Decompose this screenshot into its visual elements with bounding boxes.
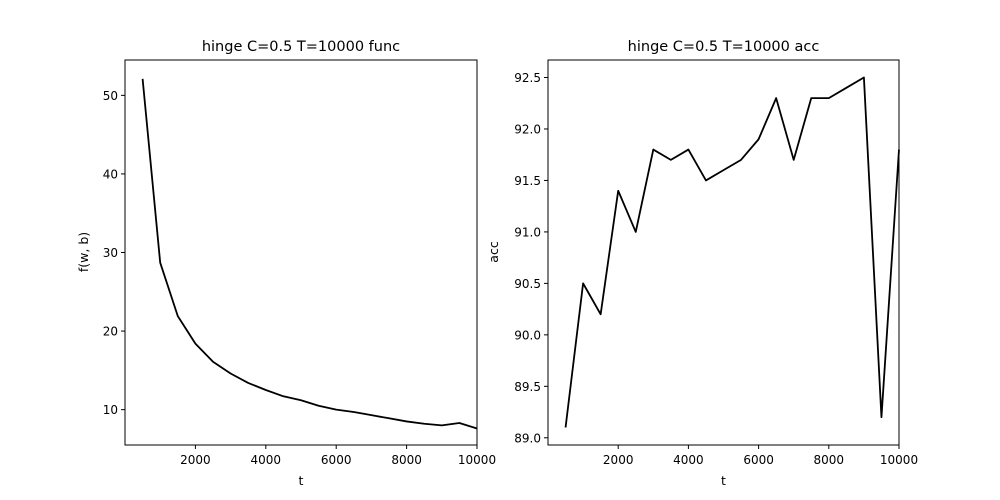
y-axis-label: acc: [486, 241, 501, 263]
y-tick-label: 40: [103, 167, 118, 181]
y-axis-label: f(w, b): [76, 232, 91, 272]
y-tick-label: 10: [103, 403, 118, 417]
x-tick-label: 2000: [180, 453, 211, 467]
x-tick-label: 10000: [880, 453, 918, 467]
y-tick-label: 20: [103, 325, 118, 339]
series-line: [141, 78, 478, 430]
y-tick-label: 89.5: [514, 380, 541, 394]
plot-frame: [124, 59, 478, 446]
accuracy-chart: hinge C=0.5 T=10000 acc t acc 2000 4000 60…: [486, 39, 918, 488]
y-tick-label: 90.0: [514, 328, 541, 342]
y-tick-label: 91.0: [514, 225, 541, 239]
x-tick-label: 6000: [743, 453, 774, 467]
y-tick-label: 92.5: [514, 71, 541, 85]
series-line: [564, 76, 900, 428]
x-tick-label: 2000: [603, 453, 634, 467]
y-tick-label: 50: [103, 89, 118, 103]
plot-frame: [547, 59, 900, 446]
x-tick-label: 4000: [251, 453, 282, 467]
function-value-chart: hinge C=0.5 T=10000 func t f(w, b) 2000 4…: [76, 39, 496, 488]
chart-title: hinge C=0.5 T=10000 acc: [628, 39, 820, 55]
y-tick-label: 91.5: [514, 174, 541, 188]
x-axis-label: t: [299, 473, 304, 488]
y-tick-label: 92.0: [514, 122, 541, 136]
x-tick-label: 8000: [814, 453, 845, 467]
y-tick-label: 90.5: [514, 277, 541, 291]
y-tick-label: 89.0: [514, 431, 541, 445]
x-tick-label: 6000: [321, 453, 352, 467]
x-axis-label: t: [721, 473, 726, 488]
y-tick-label: 30: [103, 246, 118, 260]
x-tick-label: 8000: [391, 453, 422, 467]
x-tick-label: 10000: [458, 453, 496, 467]
chart-title: hinge C=0.5 T=10000 func: [202, 39, 400, 55]
x-tick-label: 4000: [673, 453, 704, 467]
